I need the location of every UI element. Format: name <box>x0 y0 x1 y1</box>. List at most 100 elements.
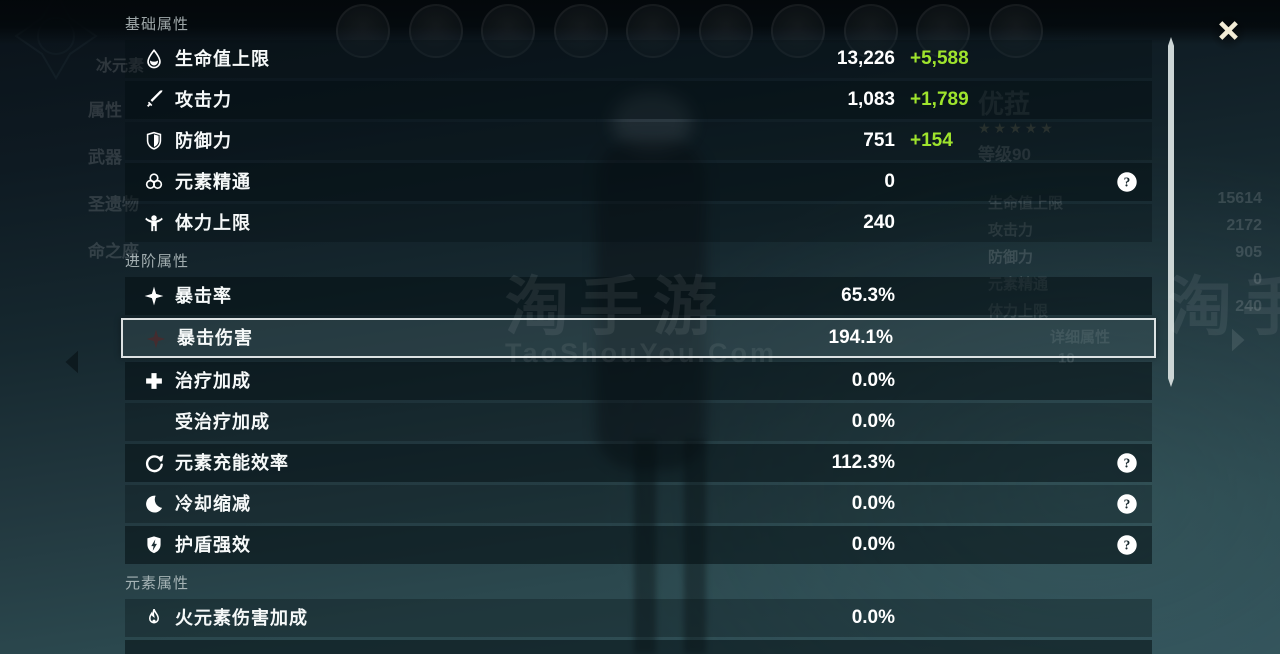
stat-row[interactable]: 火元素伤害加成 0.0% <box>125 599 1152 637</box>
section-title: 元素属性 <box>125 575 190 592</box>
stat-label: 受治疗加成 <box>175 412 270 432</box>
stats-section: 元素属性火元素伤害加成 0.0% <box>125 573 1152 654</box>
stat-value: 0 <box>884 171 895 192</box>
stat-row[interactable]: 攻击力 1,083 +1,789 <box>125 81 1152 119</box>
stat-value: 65.3% <box>841 285 895 306</box>
party-avatar-icon[interactable] <box>988 4 1043 58</box>
stat-row[interactable]: 元素精通 0? <box>125 163 1152 201</box>
stat-value: 1,083 <box>847 89 895 110</box>
party-avatar-icon[interactable] <box>916 4 970 58</box>
bg-character-stars: ★★★★★ <box>978 120 1056 136</box>
bg-side-menu-item: 命之座 <box>88 242 139 261</box>
stat-label: 元素精通 <box>175 172 251 192</box>
stamina-icon <box>143 212 165 234</box>
stat-value: 13,226 <box>836 48 895 69</box>
party-avatar-icon[interactable] <box>408 4 463 58</box>
stat-bonus-value: +154 <box>910 130 953 151</box>
shield-icon <box>143 534 165 556</box>
stat-label: 治疗加成 <box>175 371 251 391</box>
bg-side-menu-item: 属性 <box>88 101 122 120</box>
stat-row[interactable]: 治疗加成 0.0% <box>125 362 1152 400</box>
stat-label: 暴击伤害 <box>177 328 253 348</box>
stat-label: 元素充能效率 <box>175 453 289 473</box>
stat-value: 0.0% <box>851 370 895 391</box>
close-icon <box>1217 19 1240 47</box>
healing-icon <box>143 370 165 392</box>
def-icon <box>143 130 165 152</box>
party-avatar-icon[interactable] <box>698 4 753 58</box>
em-icon <box>143 171 165 193</box>
crit-rate-icon <box>143 285 165 307</box>
atk-icon <box>143 89 165 111</box>
chevron-left-icon[interactable] <box>58 344 88 385</box>
stat-row[interactable]: 受治疗加成 0.0% <box>125 403 1152 441</box>
party-avatar-icon[interactable] <box>771 4 825 58</box>
stat-row[interactable]: 暴击率 65.3% <box>125 277 1152 315</box>
stat-row[interactable] <box>125 640 1152 654</box>
svg-text:?: ? <box>1124 537 1131 552</box>
help-question-icon[interactable]: ? <box>1116 493 1138 515</box>
section-title: 基础属性 <box>125 16 190 33</box>
stat-bonus-value: +1,789 <box>910 89 969 110</box>
stat-label: 暴击率 <box>175 286 232 306</box>
stat-row[interactable]: 防御力 751 +154 <box>125 122 1152 160</box>
stats-section: 进阶属性暴击率 65.3% 暴击伤害 194.1% 治疗加成 0.0% 受治疗加成 0.0% 元… <box>121 251 1156 564</box>
stat-label: 攻击力 <box>175 90 232 110</box>
bg-stat-label: 攻击力 <box>988 222 1034 239</box>
stat-row[interactable]: 生命值上限 13,226 +5,588 <box>125 40 1152 78</box>
party-avatar-icon[interactable] <box>626 4 680 58</box>
stat-label: 防御力 <box>175 131 232 151</box>
cd-icon <box>143 493 165 515</box>
energy-icon <box>143 452 165 474</box>
bg-side-menu-item: 武器 <box>88 148 122 167</box>
stat-value: 0.0% <box>851 493 895 514</box>
bg-stat-value: 240 <box>1235 298 1262 315</box>
stat-row[interactable]: 暴击伤害 194.1% <box>121 318 1156 358</box>
stat-row[interactable]: 元素充能效率 112.3%? <box>125 444 1152 482</box>
stat-label: 火元素伤害加成 <box>175 608 308 628</box>
hp-icon <box>143 48 165 70</box>
stat-value: 194.1% <box>828 327 893 348</box>
stat-value: 0.0% <box>851 534 895 555</box>
party-avatar-icon[interactable] <box>481 4 535 58</box>
stats-panel: 基础属性生命值上限 13,226 +5,588 攻击力 1,083 +1,789 防御力 75… <box>121 14 1156 654</box>
stat-label: 冷却缩减 <box>175 494 251 514</box>
help-question-icon[interactable]: ? <box>1116 534 1138 556</box>
party-avatar-icon[interactable] <box>336 4 390 58</box>
close-button[interactable] <box>1210 14 1247 51</box>
stat-value: 112.3% <box>831 452 895 473</box>
stat-value: 0.0% <box>851 411 895 432</box>
stat-row[interactable]: 护盾强效 0.0%? <box>125 526 1152 564</box>
top-character-strip <box>0 0 1280 58</box>
stat-value: 751 <box>863 130 895 151</box>
crit-dmg-icon <box>145 328 167 350</box>
stat-row[interactable]: 体力上限 240 <box>125 204 1152 242</box>
bg-element-label: 冰元素 <box>96 58 145 75</box>
pyro-icon <box>143 607 165 629</box>
bg-stat-label: 防御力 <box>988 249 1034 266</box>
svg-text:?: ? <box>1124 496 1131 511</box>
stat-label: 护盾强效 <box>175 535 251 555</box>
scrollbar[interactable] <box>1168 37 1174 387</box>
svg-text:?: ? <box>1124 174 1131 189</box>
help-question-icon[interactable]: ? <box>1116 452 1138 474</box>
bg-stat-value: 15614 <box>1217 190 1263 207</box>
chevron-right-icon[interactable] <box>1222 322 1252 363</box>
party-avatar-icon[interactable] <box>843 4 898 58</box>
section-title: 进阶属性 <box>125 253 190 270</box>
svg-text:?: ? <box>1124 455 1131 470</box>
stats-section: 基础属性生命值上限 13,226 +5,588 攻击力 1,083 +1,789 防御力 75… <box>125 14 1152 242</box>
bg-stat-value: 0 <box>1253 271 1262 288</box>
stat-label: 生命值上限 <box>175 49 270 69</box>
party-avatar-icon[interactable] <box>553 4 608 58</box>
bg-stat-value: 2172 <box>1226 217 1262 234</box>
bg-character-level: 等级90 <box>978 145 1031 164</box>
stat-row[interactable]: 冷却缩减 0.0%? <box>125 485 1152 523</box>
stat-value: 0.0% <box>851 607 895 628</box>
stat-bonus-value: +5,588 <box>910 48 969 69</box>
bg-detail-label: 详细属性 <box>1050 329 1111 346</box>
stat-value: 240 <box>863 212 895 233</box>
bg-stat-value: 905 <box>1235 244 1262 261</box>
help-question-icon[interactable]: ? <box>1116 171 1138 193</box>
stat-label: 体力上限 <box>175 213 251 233</box>
